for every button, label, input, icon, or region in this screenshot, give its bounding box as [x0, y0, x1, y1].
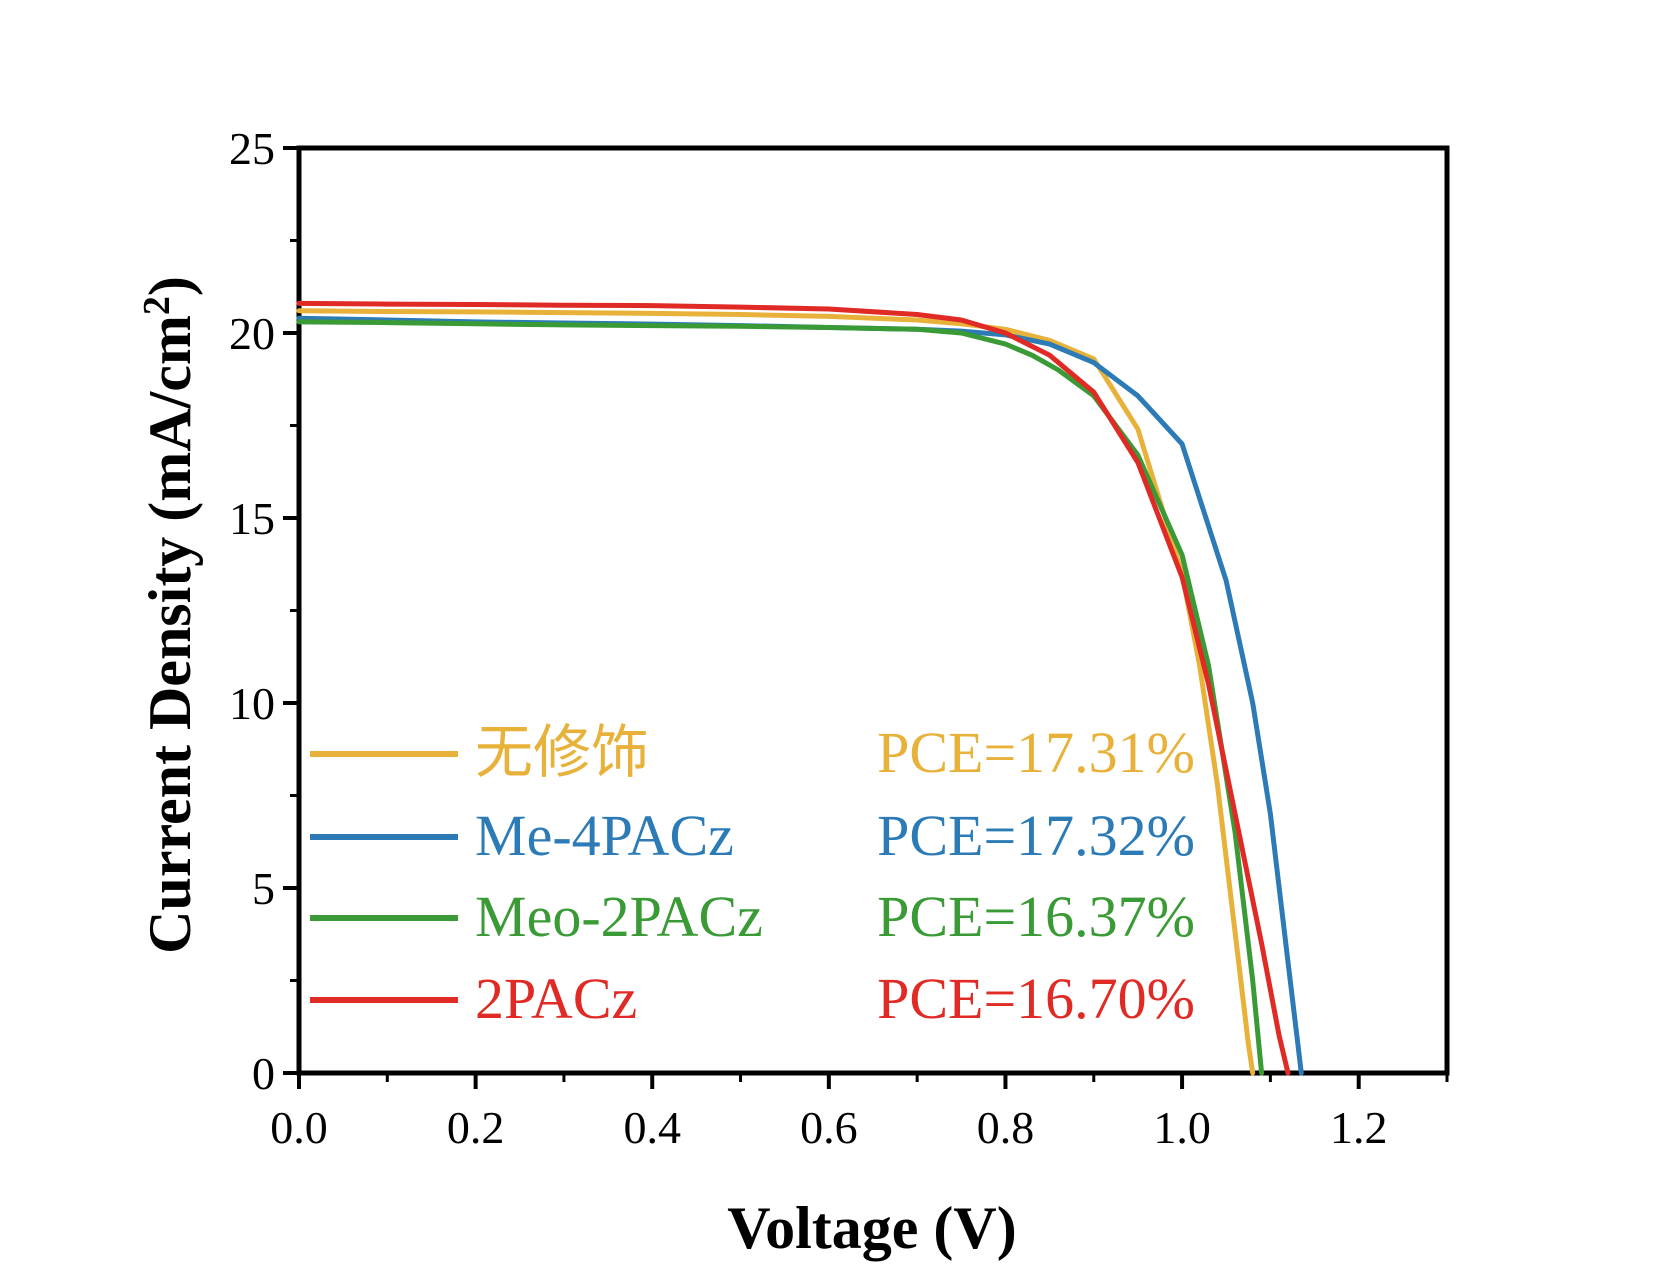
y-tick-label: 10 [229, 678, 275, 729]
legend-label: Me-4PACz [475, 803, 734, 868]
legend-label: 2PACz [475, 966, 637, 1031]
y-tick-label: 15 [229, 493, 275, 544]
plot-border [296, 145, 1450, 1076]
legend-label: 无修饰 [475, 720, 649, 785]
series-line [296, 315, 1304, 1076]
x-tick-label: 1.0 [1153, 1102, 1211, 1153]
legend-pce: PCE=17.32% [877, 803, 1195, 868]
legend-pce: PCE=16.70% [877, 966, 1195, 1031]
x-tick-label: 0.4 [623, 1102, 681, 1153]
legend: 无修饰 PCE=17.31% Me-4PACz PCE=17.32% Meo-2PACz… [310, 720, 1195, 1031]
x-axis-label: Voltage (V) [727, 1195, 1016, 1261]
y-tick-label: 0 [252, 1048, 275, 1099]
y-tick-label: 25 [229, 123, 275, 174]
x-tick-label: 0.6 [800, 1102, 858, 1153]
legend-label: Meo-2PACz [475, 884, 763, 949]
y-axis-label-superscript: 2 [136, 296, 178, 315]
x-tick-label: 0.0 [270, 1102, 328, 1153]
series-line [296, 308, 1256, 1076]
series-line [296, 300, 1291, 1076]
axes-frame [296, 145, 1450, 1076]
y-axis-label-suffix: ) [137, 276, 203, 296]
y-axis-label: Current Density (mA/cm2) [136, 276, 203, 954]
x-ticks: 0.0 0.2 0.4 0.6 0.8 1.0 1.2 [270, 1073, 1449, 1153]
series-lines [296, 300, 1304, 1076]
y-axis-label-main: Current Density (mA/cm [137, 315, 203, 954]
y-ticks: 0 5 10 15 20 25 [229, 123, 299, 1099]
legend-pce: PCE=17.31% [877, 720, 1195, 785]
y-tick-label: 20 [229, 308, 275, 359]
x-tick-label: 0.2 [447, 1102, 505, 1153]
legend-pce: PCE=16.37% [877, 884, 1195, 949]
x-tick-label: 0.8 [977, 1102, 1035, 1153]
x-tick-label: 1.2 [1330, 1102, 1388, 1153]
series-line [296, 319, 1265, 1076]
y-tick-label: 5 [252, 863, 275, 914]
